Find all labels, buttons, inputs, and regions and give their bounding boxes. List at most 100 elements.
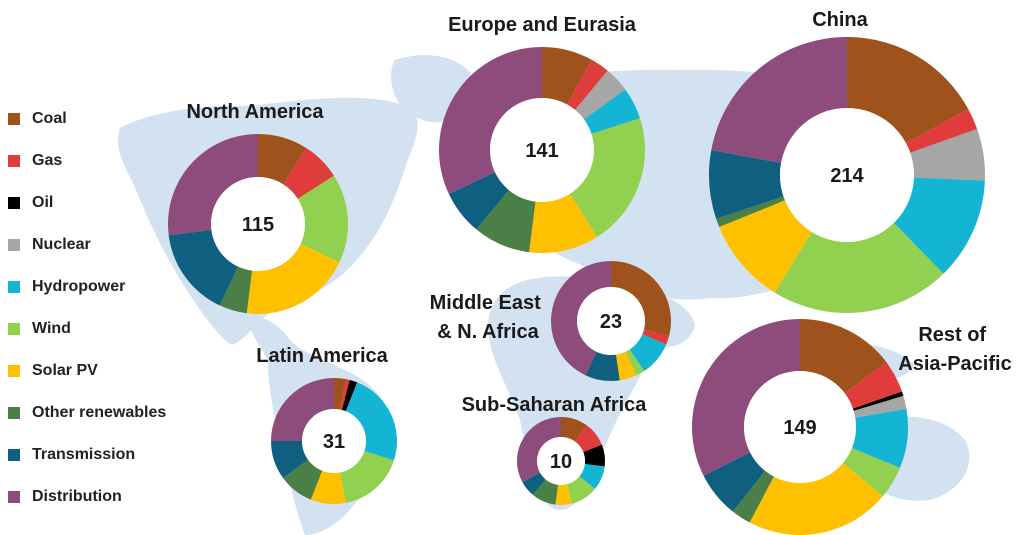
slice-north-america-other-renewables — [219, 266, 253, 314]
slice-sub-saharan-africa-distribution — [517, 417, 561, 483]
slice-rest-of-asia-pacific-solar-pv — [749, 462, 883, 535]
slice-latin-america-coal — [334, 378, 346, 410]
legend-label-hydropower: Hydropower — [32, 278, 126, 295]
slice-rest-of-asia-pacific-oil — [852, 391, 904, 411]
donut-sub-saharan-africa: 10 — [517, 417, 605, 506]
donut-north-america: 115 — [168, 134, 348, 314]
slice-europe-and-eurasia-nuclear — [575, 70, 626, 120]
slice-china-wind — [774, 222, 944, 314]
legend-label-other-renewables: Other renewables — [32, 404, 167, 421]
slice-middle-east-n-africa-wind — [625, 349, 645, 376]
region-label-europe-eurasia: Europe and Eurasia — [448, 14, 637, 36]
donut-hole-rest-of-asia-pacific — [744, 371, 856, 483]
legend-label-gas: Gas — [32, 152, 63, 169]
slice-sub-saharan-africa-wind — [566, 476, 595, 504]
slice-sub-saharan-africa-gas — [575, 425, 602, 453]
slice-europe-and-eurasia-solar-pv — [529, 193, 598, 254]
legend-swatch-other-renewables — [8, 407, 20, 419]
region-labels: North America Europe and Eurasia China M… — [186, 9, 1011, 416]
region-label-rest-asia-pacific-line-2: Asia-Pacific — [898, 353, 1011, 375]
slice-north-america-coal — [258, 134, 307, 185]
slice-sub-saharan-africa-solar-pv — [555, 484, 572, 506]
slice-middle-east-n-africa-coal — [611, 261, 671, 337]
slice-china-distribution — [711, 37, 847, 163]
donut-total-latin-america: 31 — [323, 431, 345, 453]
donut-hole-north-america — [211, 177, 305, 271]
slice-china-hydropower — [893, 177, 985, 274]
slice-sub-saharan-africa-other-renewables — [532, 479, 558, 505]
legend-label-oil: Oil — [32, 194, 54, 211]
slice-middle-east-n-africa-distribution — [550, 261, 611, 376]
region-label-rest-asia-pacific-line-1: Rest of — [918, 324, 986, 346]
legend-label-nuclear: Nuclear — [32, 236, 91, 253]
legend-swatch-gas — [8, 155, 20, 167]
donut-total-rest-of-asia-pacific: 149 — [783, 417, 816, 439]
legend-label-coal: Coal — [32, 110, 67, 127]
slice-sub-saharan-africa-oil — [583, 444, 605, 467]
slice-europe-and-eurasia-other-renewables — [476, 190, 536, 253]
slice-europe-and-eurasia-gas — [567, 59, 608, 110]
region-label-rest-asia-pacific: Rest of Asia-Pacific — [898, 324, 1011, 375]
slice-china-gas — [905, 109, 978, 153]
region-label-china: China — [812, 9, 868, 31]
legend-label-wind: Wind — [32, 320, 71, 337]
donut-hole-sub-saharan-africa — [537, 437, 585, 485]
legend-swatch-solar-pv — [8, 365, 20, 377]
chart-legend: Coal Gas Oil Nuclear Hydropower Wind Solar PV O… — [8, 98, 208, 518]
legend-swatch-oil — [8, 197, 20, 209]
slice-latin-america-other-renewables — [283, 459, 323, 500]
legend-swatch-coal — [8, 113, 20, 125]
slice-latin-america-solar-pv — [310, 470, 346, 505]
region-label-middle-east-line-1: Middle East — [430, 292, 541, 314]
donut-total-north-america: 115 — [242, 214, 274, 236]
donut-hole-latin-america — [302, 409, 366, 473]
slice-latin-america-gas — [339, 379, 350, 411]
legend-item-gas: Gas — [8, 140, 208, 182]
slice-latin-america-hydropower — [345, 382, 397, 461]
region-label-middle-east-line-2: & N. Africa — [437, 321, 539, 343]
slice-sub-saharan-africa-hydropower — [579, 464, 605, 490]
slice-rest-of-asia-pacific-hydropower — [851, 408, 908, 468]
donut-total-china: 214 — [830, 165, 864, 187]
legend-label-transmission: Transmission — [32, 446, 136, 463]
slice-china-solar-pv — [719, 200, 812, 293]
slice-europe-and-eurasia-coal — [542, 47, 592, 105]
donut-rest-of-asia-pacific: 149 — [692, 318, 908, 535]
slice-europe-and-eurasia-hydropower — [584, 89, 640, 134]
donut-hole-middle-east-n-africa — [577, 287, 645, 355]
donut-latin-america: 31 — [271, 378, 397, 505]
slice-latin-america-transmission — [271, 441, 309, 479]
legend-label-distribution: Distribution — [32, 488, 122, 505]
slice-north-america-wind — [297, 175, 348, 263]
legend-item-transmission: Transmission — [8, 434, 208, 476]
legend-item-coal: Coal — [8, 98, 208, 140]
slice-latin-america-oil — [341, 379, 358, 412]
slice-europe-and-eurasia-distribution — [439, 47, 542, 194]
regional-donut-charts: 115 141 214 23 31 10 149 — [168, 37, 985, 535]
legend-item-wind: Wind — [8, 308, 208, 350]
region-label-middle-east: Middle East & N. Africa — [430, 292, 547, 343]
donut-total-europe-and-eurasia: 141 — [525, 140, 558, 162]
slice-north-america-solar-pv — [246, 244, 340, 314]
slice-china-transmission — [709, 150, 784, 219]
legend-item-other-renewables: Other renewables — [8, 392, 208, 434]
donut-europe-and-eurasia: 141 — [439, 47, 646, 254]
slice-middle-east-n-africa-solar-pv — [615, 351, 637, 381]
slice-rest-of-asia-pacific-wind — [842, 448, 900, 497]
slice-sub-saharan-africa-coal — [561, 417, 587, 442]
donut-china: 214 — [709, 37, 985, 314]
slice-china-other-renewables — [716, 196, 785, 228]
slice-rest-of-asia-pacific-coal — [800, 319, 887, 394]
region-label-north-america: North America — [186, 101, 324, 123]
slice-latin-america-distribution — [271, 378, 334, 441]
slice-north-america-distribution — [168, 134, 258, 236]
donut-total-middle-east-n-africa: 23 — [600, 311, 622, 333]
slice-middle-east-n-africa-hydropower — [629, 334, 667, 372]
slice-china-nuclear — [910, 129, 985, 181]
legend-item-distribution: Distribution — [8, 476, 208, 518]
slice-rest-of-asia-pacific-nuclear — [853, 395, 907, 418]
legend-swatch-transmission — [8, 449, 20, 461]
region-label-sub-saharan-africa: Sub-Saharan Africa — [462, 394, 648, 416]
donut-middle-east-n-africa: 23 — [550, 261, 671, 382]
